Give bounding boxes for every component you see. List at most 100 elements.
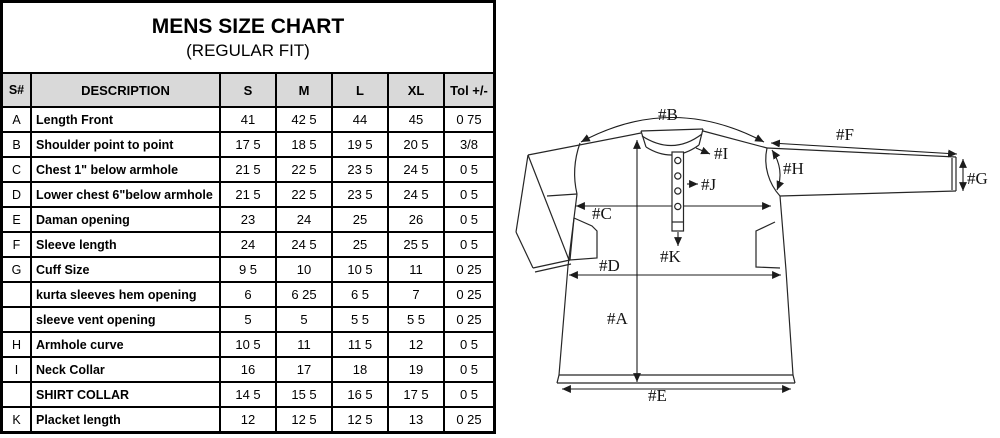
cell-size-xl: 17 5 (387, 383, 443, 406)
cell-size-s: 24 (219, 233, 275, 256)
cell-tolerance: 0 5 (443, 183, 493, 206)
cell-sn: H (11, 337, 22, 352)
table-row: SHIRT COLLAR 14 5 15 5 16 5 17 5 0 5 (3, 383, 493, 408)
cell-size-s: 14 5 (219, 383, 275, 406)
page-subtitle: (REGULAR FIT) (186, 41, 310, 61)
cell-sn: I (14, 362, 19, 377)
cell-size-l: 23 5 (331, 158, 387, 181)
cell-size-xl: 13 (387, 408, 443, 431)
table-body: A Length Front 41 42 5 44 45 0 75 B Shou… (3, 108, 493, 431)
cell-size-l: 12 5 (331, 408, 387, 431)
right-shoulder-seam (702, 130, 768, 149)
cell-description: Neck Collar (30, 358, 219, 381)
cell-tolerance: 0 25 (443, 408, 493, 431)
cell-sn: C (11, 162, 22, 177)
table-row: G Cuff Size 9 5 10 10 5 11 0 25 (3, 258, 493, 283)
garment-outline (515, 128, 957, 384)
cell-size-xl: 19 (387, 358, 443, 381)
left-armhole-curve (574, 142, 581, 195)
cell-size-l: 16 5 (331, 383, 387, 406)
cell-size-s: 17 5 (219, 133, 275, 156)
page-title: MENS SIZE CHART (151, 14, 345, 38)
measurement-annotations (562, 117, 967, 393)
button-3 (674, 187, 682, 195)
cell-description: Shoulder point to point (30, 133, 219, 156)
left-shoulder-seam (527, 132, 642, 156)
cell-size-xl: 12 (387, 333, 443, 356)
diagram-label-b: #B (658, 105, 678, 124)
cell-size-xl: 45 (387, 108, 443, 131)
col-header-tol: Tol +/- (443, 74, 493, 106)
cell-description: Armhole curve (30, 333, 219, 356)
col-header-xl: XL (387, 74, 443, 106)
cell-sn: F (12, 237, 21, 252)
table-row: E Daman opening 23 24 25 26 0 5 (3, 208, 493, 233)
left-pocket (569, 217, 598, 261)
diagram-label-i: #I (714, 144, 729, 163)
cell-tolerance: 0 5 (443, 208, 493, 231)
cell-size-m: 17 (275, 358, 331, 381)
button-2 (674, 172, 682, 180)
cell-description: SHIRT COLLAR (30, 383, 219, 406)
pointer-arrow-i (695, 146, 711, 155)
cell-size-m: 42 5 (275, 108, 331, 131)
diagram-label-h: #H (783, 159, 804, 178)
cell-description: Lower chest 6"below armhole (30, 183, 219, 206)
col-header-l: L (331, 74, 387, 106)
cell-sn: D (11, 187, 22, 202)
size-chart-table: MENS SIZE CHART (REGULAR FIT) S# DESCRIP… (0, 0, 496, 434)
cell-size-m: 6 25 (275, 283, 331, 306)
diagram-label-a: #A (607, 309, 629, 328)
cell-size-xl: 5 5 (387, 308, 443, 331)
button-1 (674, 156, 682, 165)
cell-description: sleeve vent opening (30, 308, 219, 331)
cell-description: Chest 1" below armhole (30, 158, 219, 181)
diagram-label-e: #E (648, 386, 667, 405)
right-side-seam (779, 195, 794, 376)
diagram-label-g: #G (967, 169, 988, 188)
cell-size-s: 10 5 (219, 333, 275, 356)
cell-size-m: 12 5 (275, 408, 331, 431)
cell-size-m: 15 5 (275, 383, 331, 406)
left-sleeve-folded (515, 154, 572, 273)
cell-size-l: 25 (331, 208, 387, 231)
cell-sn: E (12, 212, 21, 227)
measure-arc-h (771, 149, 784, 191)
diagram-label-j: #J (701, 175, 717, 194)
diagram-label-d: #D (599, 256, 620, 275)
cell-tolerance: 0 5 (443, 358, 493, 381)
cell-size-m: 24 (275, 208, 331, 231)
cell-size-m: 22 5 (275, 183, 331, 206)
cell-tolerance: 0 5 (443, 233, 493, 256)
cell-size-l: 25 (331, 233, 387, 256)
cell-sn: G (11, 262, 22, 277)
cell-size-xl: 26 (387, 208, 443, 231)
cell-size-l: 10 5 (331, 258, 387, 281)
cell-size-xl: 24 5 (387, 158, 443, 181)
placket (671, 151, 685, 232)
cell-size-s: 23 (219, 208, 275, 231)
table-row: K Placket length 12 12 5 12 5 13 0 25 (3, 408, 493, 431)
cell-size-l: 5 5 (331, 308, 387, 331)
cell-description: Length Front (30, 108, 219, 131)
col-header-s: S (219, 74, 275, 106)
cell-size-l: 44 (331, 108, 387, 131)
cell-description: Daman opening (30, 208, 219, 231)
table-row: A Length Front 41 42 5 44 45 0 75 (3, 108, 493, 133)
measure-line-f (770, 139, 958, 158)
cell-size-xl: 7 (387, 283, 443, 306)
table-row: B Shoulder point to point 17 5 18 5 19 5… (3, 133, 493, 158)
measurement-labels: #B #F #H #G #I #J #C #D #A #K #E (592, 105, 988, 405)
diagram-label-c: #C (592, 204, 612, 223)
table-row: sleeve vent opening 5 5 5 5 5 5 0 25 (3, 308, 493, 333)
cell-size-m: 10 (275, 258, 331, 281)
cell-size-m: 5 (275, 308, 331, 331)
col-header-desc: DESCRIPTION (30, 74, 219, 106)
cell-size-m: 22 5 (275, 158, 331, 181)
cell-size-m: 24 5 (275, 233, 331, 256)
cell-size-s: 16 (219, 358, 275, 381)
table-header-row: S# DESCRIPTION S M L XL Tol +/- (3, 74, 493, 108)
cell-description: Cuff Size (30, 258, 219, 281)
left-armpit-line (546, 193, 578, 197)
